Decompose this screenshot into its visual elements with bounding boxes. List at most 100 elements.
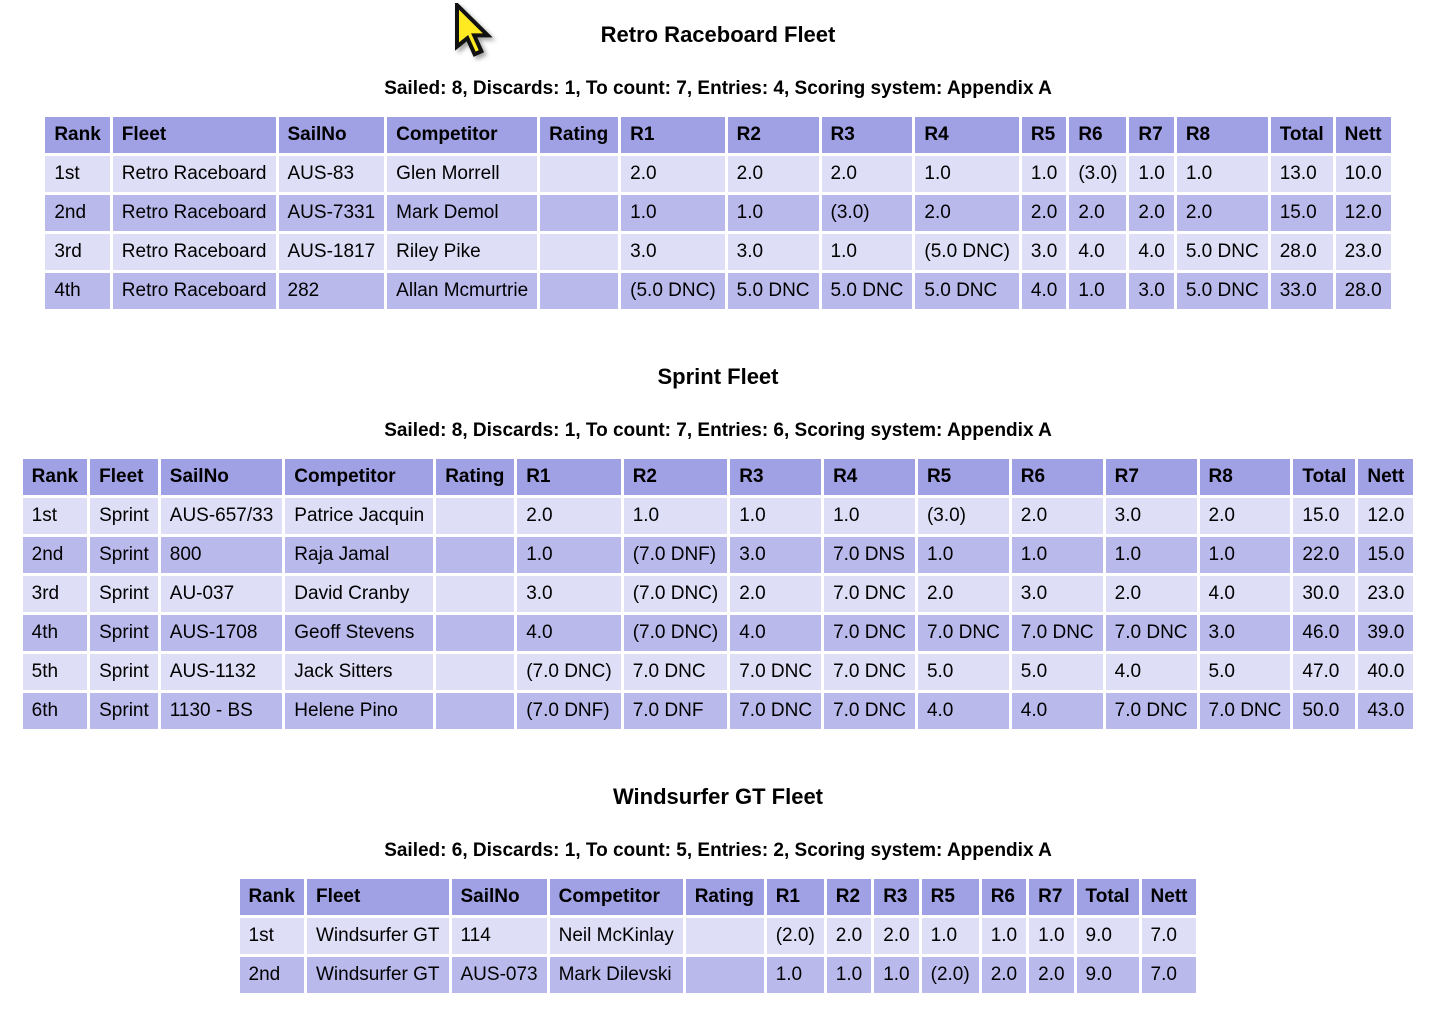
cell: 3.0 bbox=[621, 234, 725, 270]
cell: 1.0 bbox=[1021, 156, 1067, 192]
cell: 7.0 DNC bbox=[1011, 615, 1103, 651]
cell: 2.0 bbox=[915, 195, 1019, 231]
column-header: Total bbox=[1293, 459, 1356, 495]
cell: 3.0 bbox=[1129, 273, 1174, 309]
cell: 2.0 bbox=[1105, 576, 1197, 612]
cell: 7.0 DNC bbox=[730, 654, 822, 690]
column-header: Fleet bbox=[90, 459, 158, 495]
cell: Windsurfer GT bbox=[306, 957, 449, 993]
cell: 2.0 bbox=[1011, 498, 1103, 534]
cell: 2nd bbox=[22, 537, 88, 573]
cell: 1.0 bbox=[727, 195, 819, 231]
cell bbox=[685, 957, 764, 993]
results-table: Rank Fleet SailNo Competitor Rating R1 R2 R3 R4 R… bbox=[20, 456, 1417, 732]
cell: 1.0 bbox=[826, 957, 872, 993]
cell: AUS-657/33 bbox=[160, 498, 283, 534]
cell: 4.0 bbox=[1021, 273, 1067, 309]
cell: 3rd bbox=[22, 576, 88, 612]
cell: 2.0 bbox=[1029, 957, 1074, 993]
cell: 1.0 bbox=[621, 195, 725, 231]
cell: 4.0 bbox=[1069, 234, 1127, 270]
cell: 2.0 bbox=[517, 498, 621, 534]
column-header: R1 bbox=[766, 879, 824, 915]
cell: 1.0 bbox=[917, 537, 1009, 573]
table-row: 4th Sprint AUS-1708 Geoff Stevens 4.0 (7.0 DN… bbox=[22, 615, 1414, 651]
cell: 2nd bbox=[45, 195, 110, 231]
column-header: Competitor bbox=[387, 117, 538, 153]
column-header: R5 bbox=[921, 879, 979, 915]
cell: 5th bbox=[22, 654, 88, 690]
cell: 2.0 bbox=[821, 156, 913, 192]
cell: 33.0 bbox=[1270, 273, 1333, 309]
cell: 7.0 DNC bbox=[1105, 693, 1197, 729]
column-header: Rating bbox=[540, 117, 619, 153]
cell: 5.0 bbox=[1011, 654, 1103, 690]
cell: 23.0 bbox=[1358, 576, 1414, 612]
column-header: Nett bbox=[1141, 879, 1197, 915]
column-header: R5 bbox=[1021, 117, 1067, 153]
cell: 15.0 bbox=[1270, 195, 1333, 231]
column-header: R2 bbox=[826, 879, 872, 915]
cell: 2nd bbox=[239, 957, 304, 993]
cell: 114 bbox=[451, 918, 547, 954]
cell: 4.0 bbox=[1129, 234, 1174, 270]
cell: AU-037 bbox=[160, 576, 283, 612]
cell: 7.0 DNS bbox=[824, 537, 915, 573]
cell: Sprint bbox=[90, 576, 158, 612]
cell bbox=[436, 537, 515, 573]
cell: Sprint bbox=[90, 498, 158, 534]
cell: 2.0 bbox=[727, 156, 819, 192]
cell: (5.0 DNC) bbox=[915, 234, 1019, 270]
cell: 1.0 bbox=[921, 918, 979, 954]
cell: 2.0 bbox=[1129, 195, 1174, 231]
column-header: R8 bbox=[1176, 117, 1268, 153]
column-header: Competitor bbox=[285, 459, 434, 495]
column-header: R7 bbox=[1105, 459, 1197, 495]
cell: 13.0 bbox=[1270, 156, 1333, 192]
cell: 40.0 bbox=[1358, 654, 1414, 690]
table-row: 2nd Windsurfer GT AUS-073 Mark Dilevski 1.0 1… bbox=[239, 957, 1197, 993]
cell: 1.0 bbox=[517, 537, 621, 573]
cell: 7.0 DNC bbox=[1199, 693, 1291, 729]
header-row: Rank Fleet SailNo Competitor Rating R1 R2 R3 R4 R… bbox=[45, 117, 1391, 153]
column-header: SailNo bbox=[451, 879, 547, 915]
table-row: 3rd Retro Raceboard AUS-1817 Riley Pike 3.0 3… bbox=[45, 234, 1391, 270]
cell: Riley Pike bbox=[387, 234, 538, 270]
cell: (5.0 DNC) bbox=[621, 273, 725, 309]
table-row: 6th Sprint 1130 - BS Helene Pino (7.0 DNF) 7.… bbox=[22, 693, 1414, 729]
cell: 47.0 bbox=[1293, 654, 1356, 690]
cell: 3.0 bbox=[517, 576, 621, 612]
cell: 3.0 bbox=[1021, 234, 1067, 270]
cell: (3.0) bbox=[1069, 156, 1127, 192]
table-row: 1st Sprint AUS-657/33 Patrice Jacquin 2.0 1.0… bbox=[22, 498, 1414, 534]
column-header: Total bbox=[1270, 117, 1333, 153]
cell: 30.0 bbox=[1293, 576, 1356, 612]
cell: 2.0 bbox=[1176, 195, 1268, 231]
cell: 5.0 DNC bbox=[821, 273, 913, 309]
cell: 1.0 bbox=[874, 957, 919, 993]
cell: 5.0 DNC bbox=[1176, 234, 1268, 270]
cell: (2.0) bbox=[921, 957, 979, 993]
cell: 23.0 bbox=[1335, 234, 1391, 270]
cell: 1st bbox=[45, 156, 110, 192]
cell: (7.0 DNC) bbox=[623, 576, 728, 612]
cell: AUS-073 bbox=[451, 957, 547, 993]
cell: 7.0 DNC bbox=[824, 615, 915, 651]
cell: Jack Sitters bbox=[285, 654, 434, 690]
cell: 4th bbox=[22, 615, 88, 651]
cell: 1.0 bbox=[766, 957, 824, 993]
table-row: 5th Sprint AUS-1132 Jack Sitters (7.0 DNC) 7.… bbox=[22, 654, 1414, 690]
cell: (7.0 DNC) bbox=[623, 615, 728, 651]
results-table: Rank Fleet SailNo Competitor Rating R1 R2 R3 R4 R… bbox=[42, 114, 1393, 312]
cell: AUS-83 bbox=[278, 156, 385, 192]
cell: (7.0 DNF) bbox=[517, 693, 621, 729]
cell: 15.0 bbox=[1293, 498, 1356, 534]
cell: Retro Raceboard bbox=[112, 273, 276, 309]
cell: Patrice Jacquin bbox=[285, 498, 434, 534]
cell: Retro Raceboard bbox=[112, 195, 276, 231]
column-header: R4 bbox=[915, 117, 1019, 153]
cell: 5.0 bbox=[917, 654, 1009, 690]
cell: 39.0 bbox=[1358, 615, 1414, 651]
cell bbox=[436, 576, 515, 612]
cell: Retro Raceboard bbox=[112, 234, 276, 270]
